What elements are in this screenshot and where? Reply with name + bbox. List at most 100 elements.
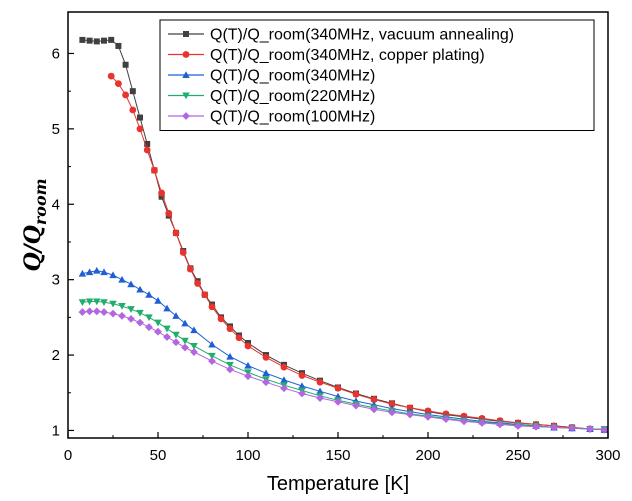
data-point xyxy=(163,325,171,333)
x-tick-label: 50 xyxy=(150,447,167,464)
legend: Q(T)/Q_room(340MHz, vacuum annealing) Q(T… xyxy=(159,19,595,131)
data-point xyxy=(352,401,360,410)
data-point xyxy=(165,209,173,217)
y-tick-label: 3 xyxy=(52,272,60,289)
data-point xyxy=(85,298,94,306)
data-point xyxy=(406,410,414,419)
data-point xyxy=(136,309,144,317)
legend-item: Q(T)/Q_room(340MHz, vacuum annealing) xyxy=(168,27,514,44)
series-5 xyxy=(78,307,609,434)
data-point xyxy=(298,372,306,379)
data-point xyxy=(244,372,252,381)
data-point xyxy=(600,425,609,434)
data-point xyxy=(122,61,129,68)
legend-marker xyxy=(182,51,190,58)
data-point xyxy=(217,315,225,323)
data-point xyxy=(190,326,198,334)
data-point xyxy=(154,327,162,336)
legend-box xyxy=(159,19,595,131)
data-point xyxy=(172,331,180,339)
data-point xyxy=(118,311,126,320)
x-axis-title: Temperature [K] xyxy=(267,473,409,495)
data-point xyxy=(262,378,270,387)
data-point xyxy=(226,352,234,360)
data-point xyxy=(334,384,342,392)
data-point xyxy=(190,348,198,356)
data-point xyxy=(129,106,137,114)
legend-item: Q(T)/Q_room(340MHz) xyxy=(168,68,375,85)
data-point xyxy=(107,72,115,80)
legend-marker xyxy=(182,112,190,120)
data-point xyxy=(370,405,378,414)
data-point xyxy=(298,382,306,389)
data-point xyxy=(78,308,87,316)
data-point xyxy=(208,357,216,365)
data-point xyxy=(478,419,486,427)
data-point xyxy=(115,42,122,49)
y-tick-label: 4 xyxy=(52,196,60,213)
data-point xyxy=(586,425,594,433)
data-point xyxy=(122,91,129,99)
data-point xyxy=(352,390,360,398)
y-axis-title-sub: room xyxy=(31,178,50,225)
data-point xyxy=(172,338,180,347)
data-point xyxy=(262,369,270,377)
legend-label: Q(T)/Q_room(220MHz) xyxy=(210,88,375,105)
data-point xyxy=(187,265,194,273)
y-tick-label: 6 xyxy=(52,45,60,62)
data-point xyxy=(158,193,165,200)
data-point xyxy=(101,37,107,44)
data-point xyxy=(108,36,115,43)
data-point xyxy=(86,37,93,44)
data-point xyxy=(316,387,324,395)
x-tick-label: 150 xyxy=(325,447,350,464)
data-point xyxy=(208,303,216,311)
legend-item: Q(T)/Q_room(100MHz) xyxy=(168,109,375,126)
data-point xyxy=(496,420,504,429)
data-point xyxy=(136,285,144,293)
x-tick-label: 100 xyxy=(235,447,260,464)
ticks-layer: 0 50 100 150 200 250 300 1 2 3 4 5 6 xyxy=(52,45,621,464)
data-point xyxy=(550,423,558,432)
legend-marker xyxy=(183,31,189,37)
data-point xyxy=(144,140,151,147)
data-point xyxy=(179,249,187,256)
data-point xyxy=(190,343,198,350)
data-point xyxy=(424,412,432,421)
y-tick-label: 2 xyxy=(52,347,60,364)
data-point xyxy=(208,352,216,360)
legend-item: Q(T)/Q_room(220MHz) xyxy=(168,88,375,105)
data-point xyxy=(85,307,94,316)
data-point xyxy=(298,389,306,398)
data-point xyxy=(109,300,117,308)
data-point xyxy=(208,340,216,348)
data-point xyxy=(532,422,540,431)
data-point xyxy=(93,38,100,45)
data-point xyxy=(78,269,87,277)
data-point xyxy=(226,361,234,369)
x-tick-label: 200 xyxy=(415,447,440,464)
data-point xyxy=(93,298,101,306)
data-point xyxy=(244,342,252,350)
data-point xyxy=(154,297,162,304)
data-point xyxy=(514,422,522,430)
data-point xyxy=(100,299,108,307)
data-point xyxy=(93,266,101,274)
y-tick-label: 1 xyxy=(52,422,60,439)
data-point xyxy=(442,415,450,424)
data-point xyxy=(79,36,86,43)
data-point xyxy=(316,394,324,402)
data-point xyxy=(92,307,101,316)
data-point xyxy=(316,378,324,386)
data-point xyxy=(85,268,94,276)
data-point xyxy=(194,280,202,287)
data-point xyxy=(118,275,126,283)
data-point xyxy=(145,314,153,322)
data-point xyxy=(145,323,153,332)
data-point xyxy=(226,365,234,374)
legend-label: Q(T)/Q_room(340MHz, copper plating) xyxy=(210,47,485,64)
data-point xyxy=(129,88,136,95)
data-point xyxy=(163,333,171,341)
x-tick-label: 250 xyxy=(505,447,530,464)
